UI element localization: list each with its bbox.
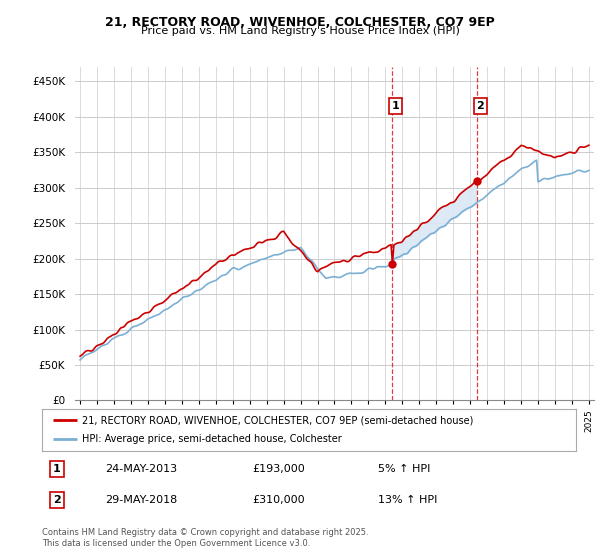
Text: HPI: Average price, semi-detached house, Colchester: HPI: Average price, semi-detached house,… <box>82 435 342 445</box>
Text: 2: 2 <box>53 495 61 505</box>
Text: 2: 2 <box>476 101 484 111</box>
Text: 29-MAY-2018: 29-MAY-2018 <box>105 495 177 505</box>
Text: 13% ↑ HPI: 13% ↑ HPI <box>378 495 437 505</box>
Text: 21, RECTORY ROAD, WIVENHOE, COLCHESTER, CO7 9EP: 21, RECTORY ROAD, WIVENHOE, COLCHESTER, … <box>105 16 495 29</box>
Text: 24-MAY-2013: 24-MAY-2013 <box>105 464 177 474</box>
Text: Contains HM Land Registry data © Crown copyright and database right 2025.
This d: Contains HM Land Registry data © Crown c… <box>42 528 368 548</box>
Text: Price paid vs. HM Land Registry's House Price Index (HPI): Price paid vs. HM Land Registry's House … <box>140 26 460 36</box>
Text: £193,000: £193,000 <box>252 464 305 474</box>
Text: 5% ↑ HPI: 5% ↑ HPI <box>378 464 430 474</box>
Text: £310,000: £310,000 <box>252 495 305 505</box>
Text: 1: 1 <box>53 464 61 474</box>
Text: 21, RECTORY ROAD, WIVENHOE, COLCHESTER, CO7 9EP (semi-detached house): 21, RECTORY ROAD, WIVENHOE, COLCHESTER, … <box>82 415 473 425</box>
Text: 1: 1 <box>392 101 400 111</box>
